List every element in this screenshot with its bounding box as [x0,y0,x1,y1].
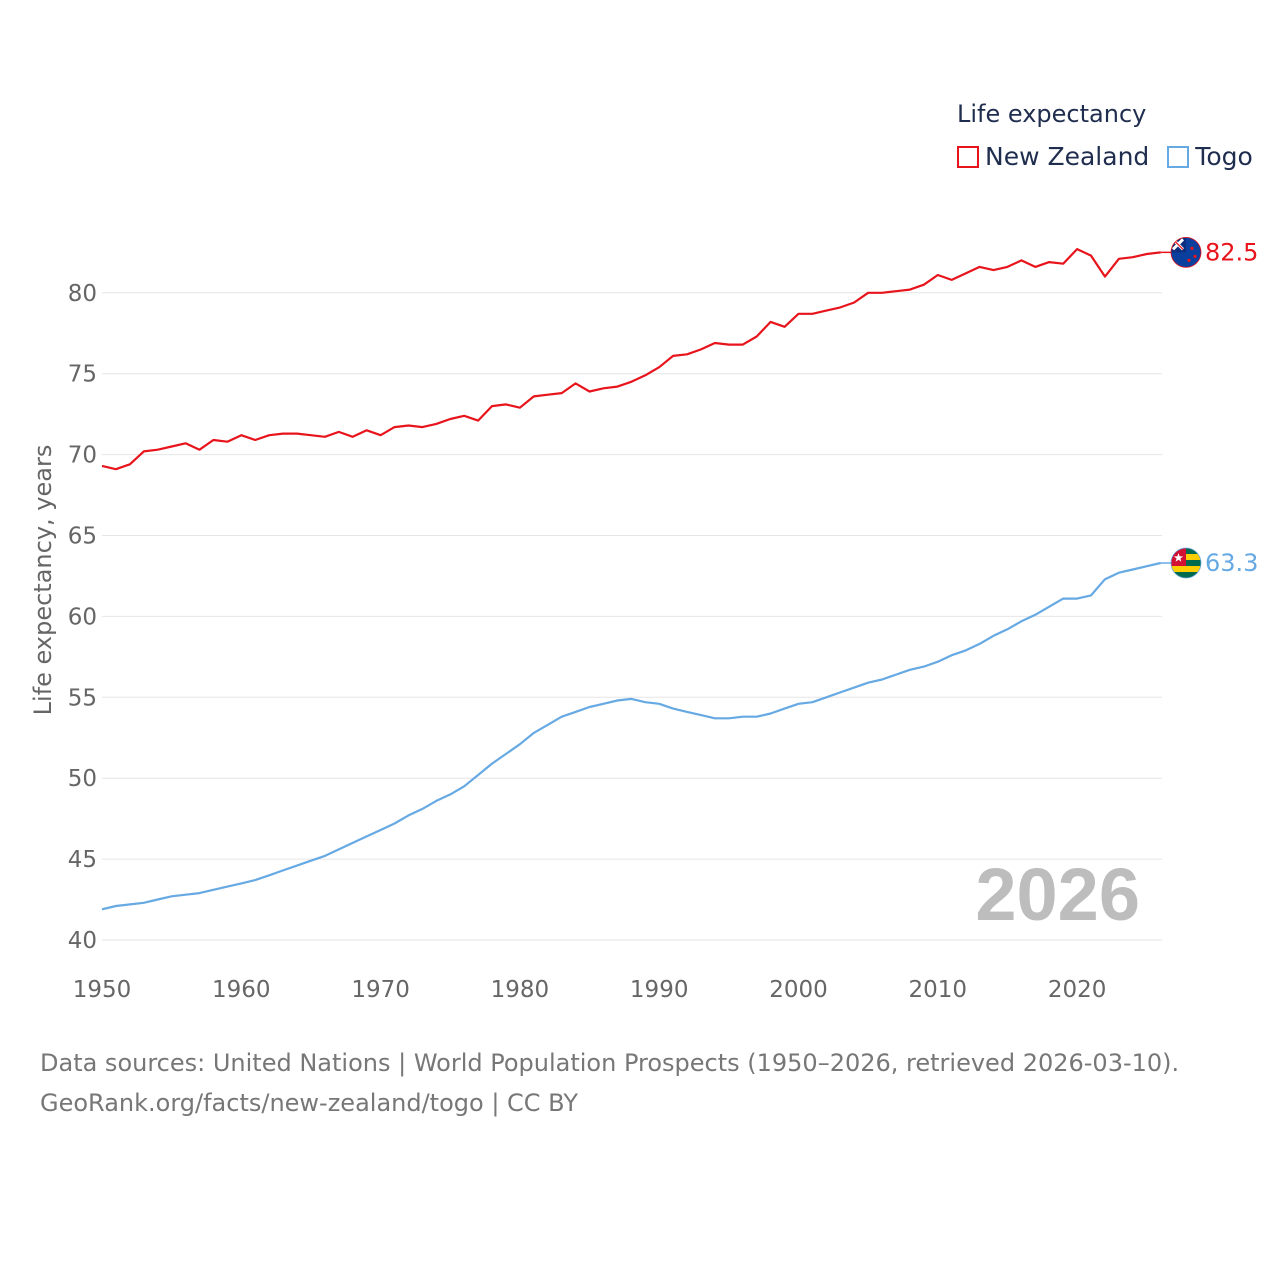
y-tick-label-60: 60 [68,604,97,630]
end-label-new-zealand: 82.5 [1205,238,1258,266]
legend-swatch-togo [1167,145,1190,168]
legend-item-togo[interactable]: Togo [1167,142,1253,171]
end-label-togo: 63.3 [1205,549,1258,577]
series-line-new-zealand [101,248,1161,471]
series-line-togo [101,561,1161,911]
y-tick-label-50: 50 [68,766,97,792]
x-tick-label-1980: 1980 [491,977,550,1003]
y-tick-label-75: 75 [68,362,97,388]
x-tick-label-2010: 2010 [909,977,968,1003]
x-tick-label-1990: 1990 [630,977,689,1003]
x-tick-label-1960: 1960 [212,977,271,1003]
credit-line: GeoRank.org/facts/new-zealand/togo | CC … [40,1089,578,1117]
y-tick-label-65: 65 [68,524,97,550]
year-watermark: 2026 [975,853,1140,936]
x-tick-label-2020: 2020 [1048,977,1107,1003]
y-tick-label-80: 80 [68,281,97,307]
y-tick-label-70: 70 [68,443,97,469]
y-tick-label-45: 45 [68,847,97,873]
y-tick-label-40: 40 [68,928,97,954]
x-tick-label-2000: 2000 [769,977,828,1003]
x-tick-label-1950: 1950 [73,977,132,1003]
legend-item-new-zealand[interactable]: New Zealand [957,142,1149,171]
source-line: Data sources: United Nations | World Pop… [40,1049,1180,1077]
new-zealand-flag-icon [1170,236,1202,268]
end-markers: 82.5 63.3 [1160,236,1258,579]
series-layer [101,248,1161,911]
legend-swatch-new-zealand [957,145,979,168]
x-tick-label-1970: 1970 [351,977,410,1003]
footer: Data sources: United Nations | World Pop… [40,1043,1179,1123]
togo-flag-icon [1170,547,1202,579]
legend-label-togo: Togo [1195,142,1253,171]
x-axis-ticks: 1950 1960 1970 1980 1990 2000 2010 2020 [73,977,1107,1003]
y-axis-ticks: 40 45 50 55 60 65 70 75 80 [68,281,97,954]
legend-title: Life expectancy [957,100,1147,128]
y-axis-label: Life expectancy, years [29,445,57,716]
grid-lines [102,292,1162,941]
y-tick-label-55: 55 [68,685,97,711]
legend: New Zealand Togo [957,142,1271,171]
legend-label-new-zealand: New Zealand [985,142,1150,171]
